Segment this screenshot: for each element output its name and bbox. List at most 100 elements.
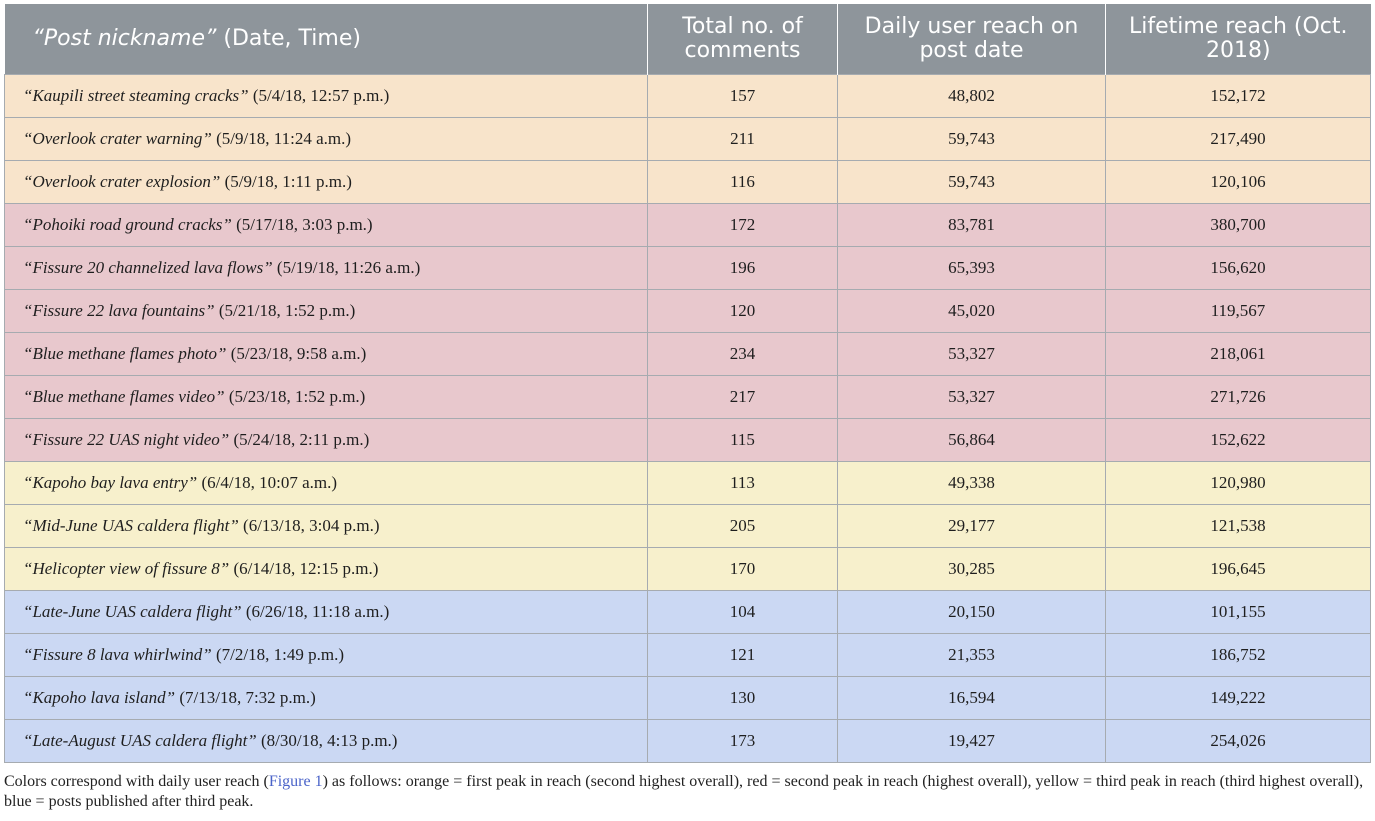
- comments-cell: 196: [647, 246, 838, 290]
- post-datetime: (7/2/18, 1:49 p.m.): [211, 645, 344, 664]
- table-row: “Mid-June UAS caldera flight” (6/13/18, …: [4, 504, 1371, 548]
- comments-cell: 115: [647, 418, 838, 462]
- table-row: “Late-June UAS caldera flight” (6/26/18,…: [4, 590, 1371, 634]
- lifetime-reach-cell: 156,620: [1105, 246, 1371, 290]
- table-row: “Overlook crater warning” (5/9/18, 11:24…: [4, 117, 1371, 161]
- header-row: “Post nickname” (Date, Time) Total no. o…: [4, 4, 1371, 75]
- lifetime-reach-cell: 271,726: [1105, 375, 1371, 419]
- data-table: “Post nickname” (Date, Time) Total no. o…: [4, 4, 1371, 763]
- post-datetime: (5/4/18, 12:57 p.m.): [248, 86, 390, 105]
- post-datetime: (5/9/18, 1:11 p.m.): [220, 172, 352, 191]
- post-nickname: “Blue methane flames video”: [23, 387, 225, 406]
- post-datetime: (5/21/18, 1:52 p.m.): [214, 301, 356, 320]
- post-datetime: (7/13/18, 7:32 p.m.): [175, 688, 316, 707]
- comments-cell: 217: [647, 375, 838, 419]
- lifetime-reach-cell: 121,538: [1105, 504, 1371, 548]
- comments-cell: 104: [647, 590, 838, 634]
- post-nickname: “Blue methane flames photo”: [23, 344, 227, 363]
- lifetime-reach-cell: 149,222: [1105, 676, 1371, 720]
- lifetime-reach-cell: 120,106: [1105, 160, 1371, 204]
- daily-reach-cell: 59,743: [837, 117, 1106, 161]
- post-nickname: “Pohoiki road ground cracks”: [23, 215, 232, 234]
- daily-reach-cell: 56,864: [837, 418, 1106, 462]
- lifetime-reach-cell: 119,567: [1105, 289, 1371, 333]
- header-lifetime-reach: Lifetime reach (Oct. 2018): [1105, 4, 1371, 75]
- table-footnote: Colors correspond with daily user reach …: [4, 772, 1370, 812]
- daily-reach-cell: 49,338: [837, 461, 1106, 505]
- table-row: “Late-August UAS caldera flight” (8/30/1…: [4, 719, 1371, 763]
- comments-cell: 113: [647, 461, 838, 505]
- post-nickname: “Late-August UAS caldera flight”: [23, 731, 257, 750]
- lifetime-reach-cell: 217,490: [1105, 117, 1371, 161]
- post-datetime: (8/30/18, 4:13 p.m.): [256, 731, 398, 750]
- post-nickname: “Kapoho bay lava entry”: [23, 473, 198, 492]
- lifetime-reach-cell: 120,980: [1105, 461, 1371, 505]
- post-cell: “Blue methane flames photo” (5/23/18, 9:…: [4, 332, 648, 376]
- lifetime-reach-cell: 186,752: [1105, 633, 1371, 677]
- post-cell: “Fissure 20 channelized lava flows” (5/1…: [4, 246, 648, 290]
- post-cell: “Kaupili street steaming cracks” (5/4/18…: [4, 74, 648, 118]
- header-date-time: (Date, Time): [216, 26, 361, 51]
- table-row: “Overlook crater explosion” (5/9/18, 1:1…: [4, 160, 1371, 204]
- post-datetime: (5/24/18, 2:11 p.m.): [229, 430, 370, 449]
- post-datetime: (6/14/18, 12:15 p.m.): [229, 559, 379, 578]
- post-cell: “Late-August UAS caldera flight” (8/30/1…: [4, 719, 648, 763]
- table-body: “Kaupili street steaming cracks” (5/4/18…: [4, 74, 1371, 763]
- comments-cell: 120: [647, 289, 838, 333]
- post-nickname: “Mid-June UAS caldera flight”: [23, 516, 239, 535]
- post-datetime: (6/13/18, 3:04 p.m.): [238, 516, 380, 535]
- post-datetime: (5/17/18, 3:03 p.m.): [231, 215, 373, 234]
- daily-reach-cell: 29,177: [837, 504, 1106, 548]
- footnote-after: ) as follows: orange = first peak in rea…: [4, 773, 1364, 810]
- post-cell: “Mid-June UAS caldera flight” (6/13/18, …: [4, 504, 648, 548]
- lifetime-reach-cell: 152,622: [1105, 418, 1371, 462]
- post-cell: “Late-June UAS caldera flight” (6/26/18,…: [4, 590, 648, 634]
- figure-link[interactable]: Figure 1: [268, 773, 323, 790]
- daily-reach-cell: 21,353: [837, 633, 1106, 677]
- lifetime-reach-cell: 254,026: [1105, 719, 1371, 763]
- post-cell: “Overlook crater warning” (5/9/18, 11:24…: [4, 117, 648, 161]
- header-post-nickname: “Post nickname” (Date, Time): [4, 4, 648, 75]
- lifetime-reach-cell: 218,061: [1105, 332, 1371, 376]
- header-daily-reach: Daily user reach on post date: [837, 4, 1106, 75]
- comments-cell: 172: [647, 203, 838, 247]
- post-cell: “Helicopter view of fissure 8” (6/14/18,…: [4, 547, 648, 591]
- daily-reach-cell: 19,427: [837, 719, 1106, 763]
- post-datetime: (6/4/18, 10:07 a.m.): [197, 473, 338, 492]
- post-nickname: “Fissure 20 channelized lava flows”: [23, 258, 273, 277]
- daily-reach-cell: 65,393: [837, 246, 1106, 290]
- table-row: “Fissure 22 lava fountains” (5/21/18, 1:…: [4, 289, 1371, 333]
- footnote-before: Colors correspond with daily user reach …: [4, 773, 269, 790]
- post-nickname: “Overlook crater warning”: [23, 129, 212, 148]
- comments-cell: 211: [647, 117, 838, 161]
- post-cell: “Kapoho lava island” (7/13/18, 7:32 p.m.…: [4, 676, 648, 720]
- post-nickname: “Kaupili street steaming cracks”: [23, 86, 249, 105]
- post-datetime: (5/23/18, 1:52 p.m.): [224, 387, 366, 406]
- header-total-comments: Total no. of comments: [647, 4, 838, 75]
- post-nickname: “Late-June UAS caldera flight”: [23, 602, 242, 621]
- table-row: “Fissure 22 UAS night video” (5/24/18, 2…: [4, 418, 1371, 462]
- daily-reach-cell: 53,327: [837, 375, 1106, 419]
- table-row: “Helicopter view of fissure 8” (6/14/18,…: [4, 547, 1371, 591]
- table-row: “Kaupili street steaming cracks” (5/4/18…: [4, 74, 1371, 118]
- post-cell: “Fissure 22 lava fountains” (5/21/18, 1:…: [4, 289, 648, 333]
- post-cell: “Kapoho bay lava entry” (6/4/18, 10:07 a…: [4, 461, 648, 505]
- comments-cell: 157: [647, 74, 838, 118]
- table-row: “Blue methane flames photo” (5/23/18, 9:…: [4, 332, 1371, 376]
- table-row: “Kapoho bay lava entry” (6/4/18, 10:07 a…: [4, 461, 1371, 505]
- lifetime-reach-cell: 380,700: [1105, 203, 1371, 247]
- table-row: “Kapoho lava island” (7/13/18, 7:32 p.m.…: [4, 676, 1371, 720]
- comments-cell: 130: [647, 676, 838, 720]
- post-cell: “Overlook crater explosion” (5/9/18, 1:1…: [4, 160, 648, 204]
- post-datetime: (5/9/18, 11:24 a.m.): [211, 129, 352, 148]
- post-cell: “Blue methane flames video” (5/23/18, 1:…: [4, 375, 648, 419]
- post-nickname: “Helicopter view of fissure 8”: [23, 559, 230, 578]
- post-nickname: “Fissure 22 lava fountains”: [23, 301, 215, 320]
- table-row: “Pohoiki road ground cracks” (5/17/18, 3…: [4, 203, 1371, 247]
- daily-reach-cell: 59,743: [837, 160, 1106, 204]
- post-nickname: “Overlook crater explosion”: [23, 172, 221, 191]
- comments-cell: 234: [647, 332, 838, 376]
- post-datetime: (5/19/18, 11:26 a.m.): [272, 258, 421, 277]
- post-cell: “Fissure 8 lava whirlwind” (7/2/18, 1:49…: [4, 633, 648, 677]
- post-cell: “Fissure 22 UAS night video” (5/24/18, 2…: [4, 418, 648, 462]
